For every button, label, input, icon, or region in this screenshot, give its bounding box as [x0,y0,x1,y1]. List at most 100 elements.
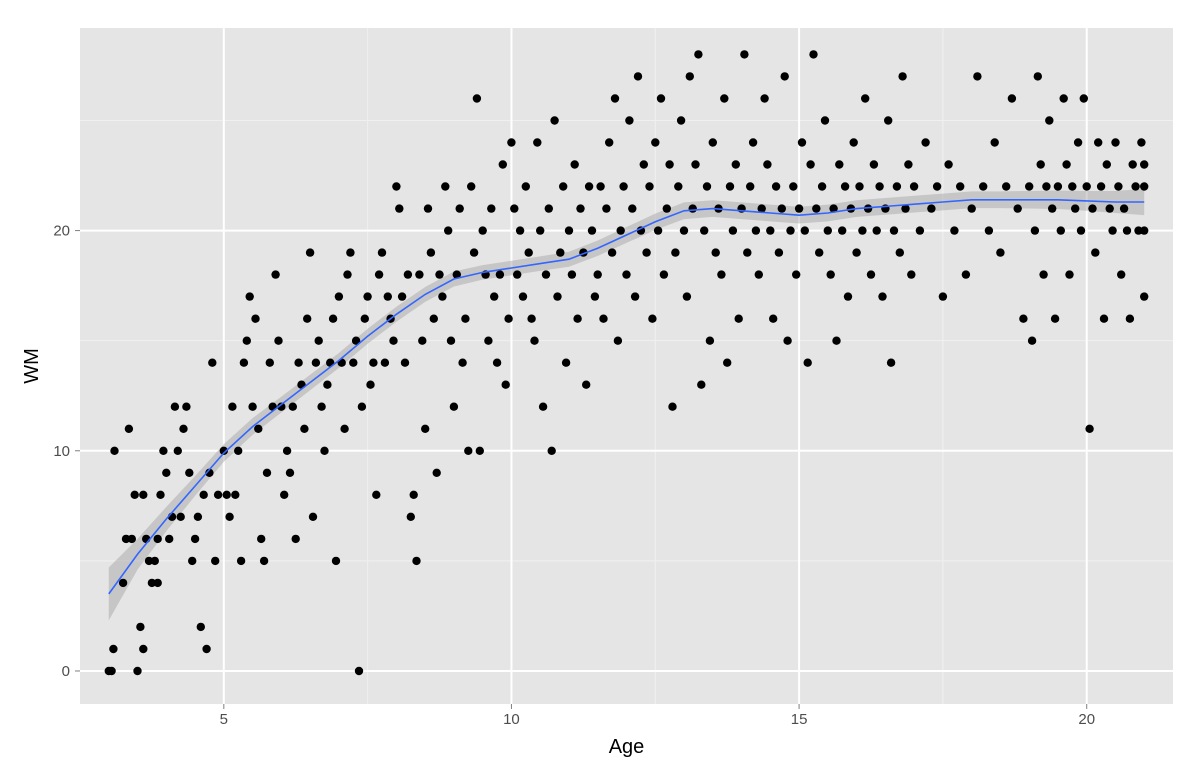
data-point [349,358,358,367]
data-point [228,402,237,411]
data-point [792,270,801,279]
data-point [754,270,763,279]
data-point [501,380,510,389]
data-point [107,666,116,676]
data-point [863,204,873,213]
data-point [1027,336,1037,345]
data-point [257,534,266,544]
data-point [1111,138,1120,147]
x-axis-title: Age [609,736,645,758]
data-point [421,424,430,433]
data-point [869,160,879,169]
data-point [866,270,876,279]
data-point [702,182,712,191]
data-point [645,182,654,191]
data-point [1030,226,1040,235]
data-point [245,292,254,301]
data-point [239,358,249,367]
data-point [961,270,971,279]
data-point [746,182,755,191]
data-point [723,358,732,367]
data-point [1140,292,1149,301]
data-point [932,182,942,191]
data-point [521,182,530,191]
data-point [150,556,159,566]
data-point [564,226,574,235]
data-point [809,50,818,59]
data-point [720,94,729,103]
data-point [1048,204,1057,213]
data-point [725,182,735,191]
data-point [498,160,507,169]
data-point [584,182,594,191]
data-point [360,314,369,323]
data-point [165,534,174,544]
data-point [259,556,269,566]
data-point [886,358,896,367]
data-point [760,94,769,103]
data-point [596,182,605,191]
data-point [559,182,568,191]
data-point [236,556,246,566]
data-point [544,204,553,213]
data-point [587,226,597,235]
data-point [676,116,686,125]
data-point [1108,226,1117,235]
data-point [556,248,565,257]
data-point [185,468,194,477]
data-point [285,468,295,477]
data-point [990,138,999,147]
data-point [1039,270,1048,279]
data-point [950,226,959,235]
data-point [927,204,936,213]
data-point [1065,270,1074,279]
data-point [139,490,148,499]
data-point [769,314,778,323]
data-point [630,292,640,301]
data-point [682,292,692,301]
data-point [642,248,651,257]
data-point [743,248,752,257]
data-point [823,226,832,235]
data-point [892,182,902,191]
data-point [1056,226,1066,235]
data-point [518,292,528,301]
data-point [826,270,835,279]
data-point [412,556,421,566]
data-point [374,270,384,279]
data-point [944,160,953,169]
data-point [1140,160,1149,169]
data-point [219,446,228,455]
data-point [458,358,467,367]
data-point [308,512,318,521]
data-point [513,270,522,279]
data-point [872,226,881,235]
data-point [357,402,367,411]
data-point [363,292,372,301]
data-point [130,490,139,499]
data-point [1091,248,1100,257]
data-point [789,182,798,191]
data-point [311,358,321,367]
data-point [806,160,815,169]
data-point [133,666,142,676]
data-point [700,226,709,235]
data-point [446,336,456,345]
data-point [343,270,352,279]
data-point [895,248,904,257]
data-point [774,248,784,257]
data-point [907,270,916,279]
data-point [1076,226,1086,235]
data-points [104,50,1149,676]
data-point [996,248,1005,257]
data-point [467,182,476,191]
data-point [328,314,338,323]
data-point [383,292,392,301]
y-tick-label: 0 [62,663,70,680]
data-point [472,94,482,103]
data-point [377,248,387,257]
data-point [691,160,700,169]
data-point [763,160,772,169]
data-point [320,446,329,455]
data-point [179,424,188,433]
